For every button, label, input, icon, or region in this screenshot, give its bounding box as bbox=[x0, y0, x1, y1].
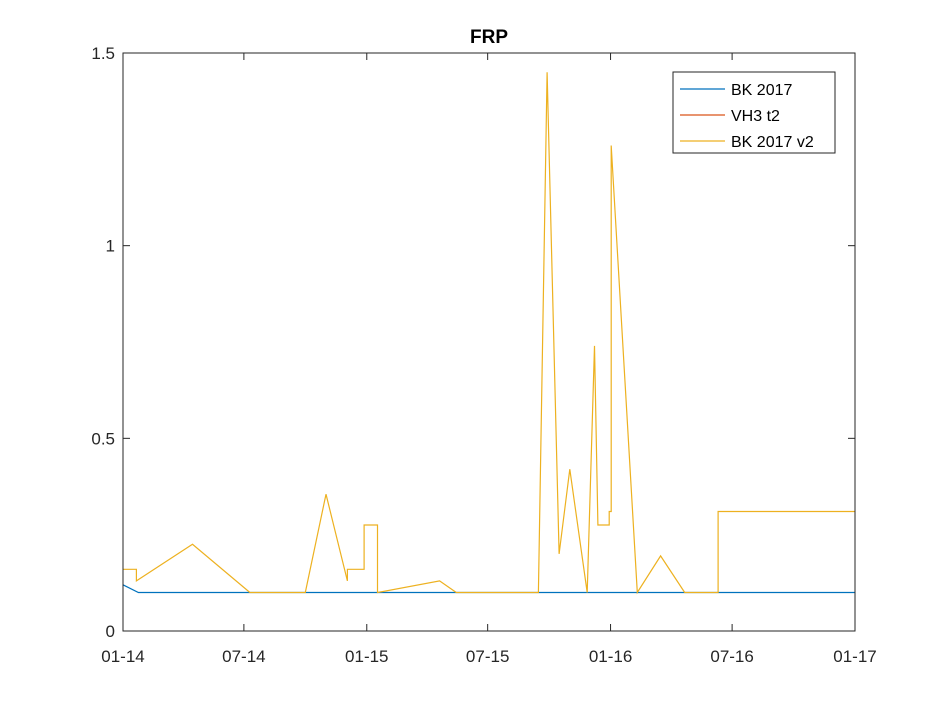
legend-label-1: VH3 t2 bbox=[731, 108, 780, 125]
series-line-2 bbox=[123, 72, 855, 595]
y-tick-label: 1 bbox=[106, 237, 115, 256]
legend-label-0: BK 2017 bbox=[731, 82, 792, 99]
x-tick-label: 07-15 bbox=[466, 647, 509, 666]
series-line-0 bbox=[122, 584, 855, 594]
x-tick-label: 07-16 bbox=[710, 647, 753, 666]
axes-box bbox=[122, 52, 856, 632]
tick-layer: 01-14 07-14 01-15 07-15 01-16 07-16 01-17 0 0.5 1… bbox=[91, 44, 876, 666]
legend-label-2: BK 2017 v2 bbox=[731, 134, 814, 151]
y-tick-label: 0 bbox=[106, 622, 115, 641]
legend-box bbox=[672, 71, 836, 154]
x-tick-label: 01-15 bbox=[345, 647, 388, 666]
x-tick-label: 01-16 bbox=[589, 647, 632, 666]
x-tick-label: 01-14 bbox=[101, 647, 144, 666]
x-tick-label: 07-14 bbox=[222, 647, 265, 666]
legend: BK 2017 VH3 t2 BK 2017 v2 bbox=[672, 71, 836, 154]
y-tick-label: 1.5 bbox=[91, 44, 115, 63]
chart-title: FRP bbox=[470, 27, 508, 48]
y-tick-label: 0.5 bbox=[91, 429, 115, 448]
x-tick-label: 01-17 bbox=[833, 647, 876, 666]
series-layer bbox=[122, 72, 855, 595]
